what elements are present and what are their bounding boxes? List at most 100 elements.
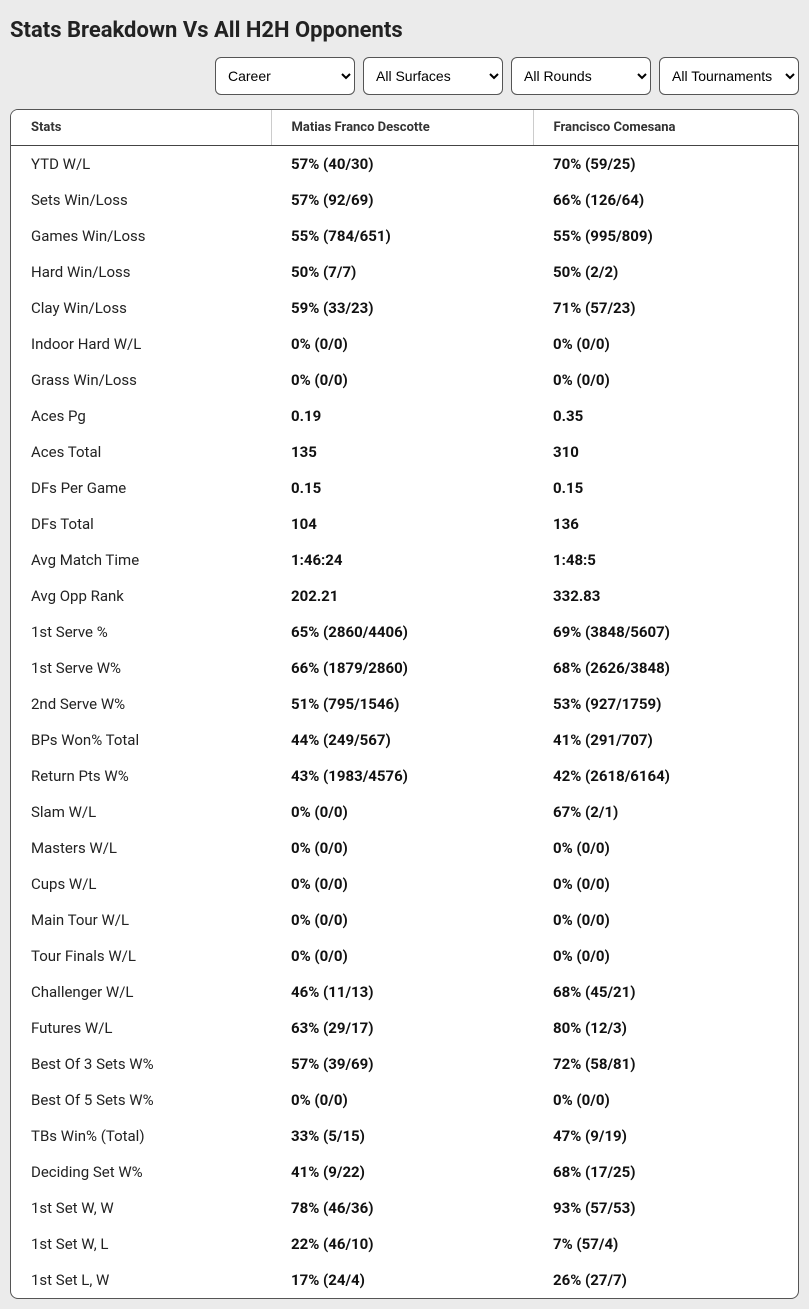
stat-label: Slam W/L (11, 794, 271, 830)
player2-value: 0% (0/0) (533, 866, 798, 902)
table-row: Best Of 3 Sets W%57% (39/69)72% (58/81) (11, 1046, 798, 1082)
stat-label: 1st Serve W% (11, 650, 271, 686)
player1-value: 0% (0/0) (271, 326, 533, 362)
player1-value: 0% (0/0) (271, 938, 533, 974)
table-row: 1st Set L, W17% (24/4)26% (27/7) (11, 1262, 798, 1298)
stat-label: Deciding Set W% (11, 1154, 271, 1190)
player2-value: 71% (57/23) (533, 290, 798, 326)
player1-value: 0.19 (271, 398, 533, 434)
stat-label: Challenger W/L (11, 974, 271, 1010)
stat-label: 1st Serve % (11, 614, 271, 650)
surface-select[interactable]: All Surfaces (363, 57, 503, 95)
player2-value: 80% (12/3) (533, 1010, 798, 1046)
player1-value: 104 (271, 506, 533, 542)
player1-value: 0% (0/0) (271, 1082, 533, 1118)
filter-bar: Career All Surfaces All Rounds All Tourn… (10, 57, 799, 95)
player1-value: 57% (92/69) (271, 182, 533, 218)
player2-value: 0% (0/0) (533, 326, 798, 362)
player1-value: 55% (784/651) (271, 218, 533, 254)
player2-value: 69% (3848/5607) (533, 614, 798, 650)
stat-label: 1st Set W, W (11, 1190, 271, 1226)
stat-label: Tour Finals W/L (11, 938, 271, 974)
stat-label: Avg Match Time (11, 542, 271, 578)
stat-label: Clay Win/Loss (11, 290, 271, 326)
player1-value: 41% (9/22) (271, 1154, 533, 1190)
stat-label: 1st Set W, L (11, 1226, 271, 1262)
table-row: Aces Total135310 (11, 434, 798, 470)
table-row: Masters W/L0% (0/0)0% (0/0) (11, 830, 798, 866)
stat-label: Hard Win/Loss (11, 254, 271, 290)
player1-value: 59% (33/23) (271, 290, 533, 326)
player2-value: 0.35 (533, 398, 798, 434)
table-row: Avg Match Time1:46:241:48:5 (11, 542, 798, 578)
player2-value: 0% (0/0) (533, 1082, 798, 1118)
player1-value: 0% (0/0) (271, 902, 533, 938)
player2-value: 93% (57/53) (533, 1190, 798, 1226)
player1-value: 46% (11/13) (271, 974, 533, 1010)
player2-value: 66% (126/64) (533, 182, 798, 218)
player2-value: 136 (533, 506, 798, 542)
table-row: Futures W/L63% (29/17)80% (12/3) (11, 1010, 798, 1046)
stat-label: Return Pts W% (11, 758, 271, 794)
player1-value: 0% (0/0) (271, 866, 533, 902)
table-row: Return Pts W%43% (1983/4576)42% (2618/61… (11, 758, 798, 794)
player2-value: 0% (0/0) (533, 938, 798, 974)
player1-value: 50% (7/7) (271, 254, 533, 290)
player2-value: 0% (0/0) (533, 830, 798, 866)
table-row: Deciding Set W%41% (9/22)68% (17/25) (11, 1154, 798, 1190)
stats-card: Stats Matias Franco Descotte Francisco C… (10, 109, 799, 1299)
player2-value: 53% (927/1759) (533, 686, 798, 722)
table-row: YTD W/L57% (40/30)70% (59/25) (11, 146, 798, 183)
table-row: DFs Total104136 (11, 506, 798, 542)
player2-value: 70% (59/25) (533, 146, 798, 183)
player1-value: 51% (795/1546) (271, 686, 533, 722)
player2-value: 47% (9/19) (533, 1118, 798, 1154)
stat-label: Avg Opp Rank (11, 578, 271, 614)
player1-value: 202.21 (271, 578, 533, 614)
stat-label: Cups W/L (11, 866, 271, 902)
table-row: 1st Set W, W78% (46/36)93% (57/53) (11, 1190, 798, 1226)
player1-value: 78% (46/36) (271, 1190, 533, 1226)
table-row: Challenger W/L46% (11/13)68% (45/21) (11, 974, 798, 1010)
player1-value: 17% (24/4) (271, 1262, 533, 1298)
player2-value: 55% (995/809) (533, 218, 798, 254)
player2-value: 1:48:5 (533, 542, 798, 578)
player2-value: 68% (2626/3848) (533, 650, 798, 686)
tournament-select[interactable]: All Tournaments (659, 57, 799, 95)
player1-value: 135 (271, 434, 533, 470)
table-row: Aces Pg0.190.35 (11, 398, 798, 434)
round-select[interactable]: All Rounds (511, 57, 651, 95)
player2-value: 68% (45/21) (533, 974, 798, 1010)
player2-value: 0.15 (533, 470, 798, 506)
table-row: Tour Finals W/L0% (0/0)0% (0/0) (11, 938, 798, 974)
player1-value: 0% (0/0) (271, 362, 533, 398)
table-row: Clay Win/Loss59% (33/23)71% (57/23) (11, 290, 798, 326)
stat-label: Aces Total (11, 434, 271, 470)
player1-value: 57% (40/30) (271, 146, 533, 183)
stat-label: Futures W/L (11, 1010, 271, 1046)
table-row: DFs Per Game0.150.15 (11, 470, 798, 506)
table-row: BPs Won% Total44% (249/567)41% (291/707) (11, 722, 798, 758)
player1-value: 0.15 (271, 470, 533, 506)
page-title: Stats Breakdown Vs All H2H Opponents (10, 18, 799, 43)
player1-value: 57% (39/69) (271, 1046, 533, 1082)
stat-label: Best Of 3 Sets W% (11, 1046, 271, 1082)
player1-value: 1:46:24 (271, 542, 533, 578)
table-row: TBs Win% (Total)33% (5/15)47% (9/19) (11, 1118, 798, 1154)
stat-label: DFs Per Game (11, 470, 271, 506)
table-row: Slam W/L0% (0/0)67% (2/1) (11, 794, 798, 830)
table-row: Cups W/L0% (0/0)0% (0/0) (11, 866, 798, 902)
col-header-player1: Matias Franco Descotte (271, 110, 533, 146)
period-select[interactable]: Career (215, 57, 355, 95)
player2-value: 0% (0/0) (533, 902, 798, 938)
player1-value: 0% (0/0) (271, 794, 533, 830)
stat-label: YTD W/L (11, 146, 271, 183)
player2-value: 42% (2618/6164) (533, 758, 798, 794)
table-row: Indoor Hard W/L0% (0/0)0% (0/0) (11, 326, 798, 362)
player2-value: 68% (17/25) (533, 1154, 798, 1190)
stats-table: Stats Matias Franco Descotte Francisco C… (11, 110, 798, 1298)
player1-value: 22% (46/10) (271, 1226, 533, 1262)
player2-value: 332.83 (533, 578, 798, 614)
table-row: 1st Serve W%66% (1879/2860)68% (2626/384… (11, 650, 798, 686)
table-row: 1st Serve %65% (2860/4406)69% (3848/5607… (11, 614, 798, 650)
